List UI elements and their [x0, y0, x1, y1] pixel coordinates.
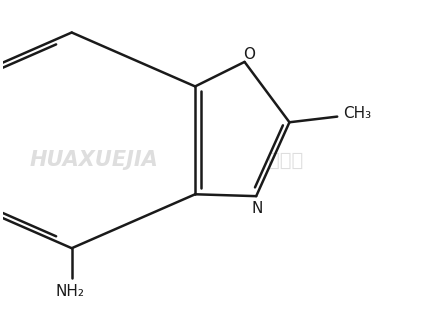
- Text: CH₃: CH₃: [343, 106, 371, 121]
- Text: HUAXUEJIA: HUAXUEJIA: [30, 150, 159, 170]
- Text: O: O: [243, 46, 255, 61]
- Text: N: N: [251, 201, 263, 216]
- Text: 化学加: 化学加: [268, 150, 303, 170]
- Text: NH₂: NH₂: [55, 284, 84, 299]
